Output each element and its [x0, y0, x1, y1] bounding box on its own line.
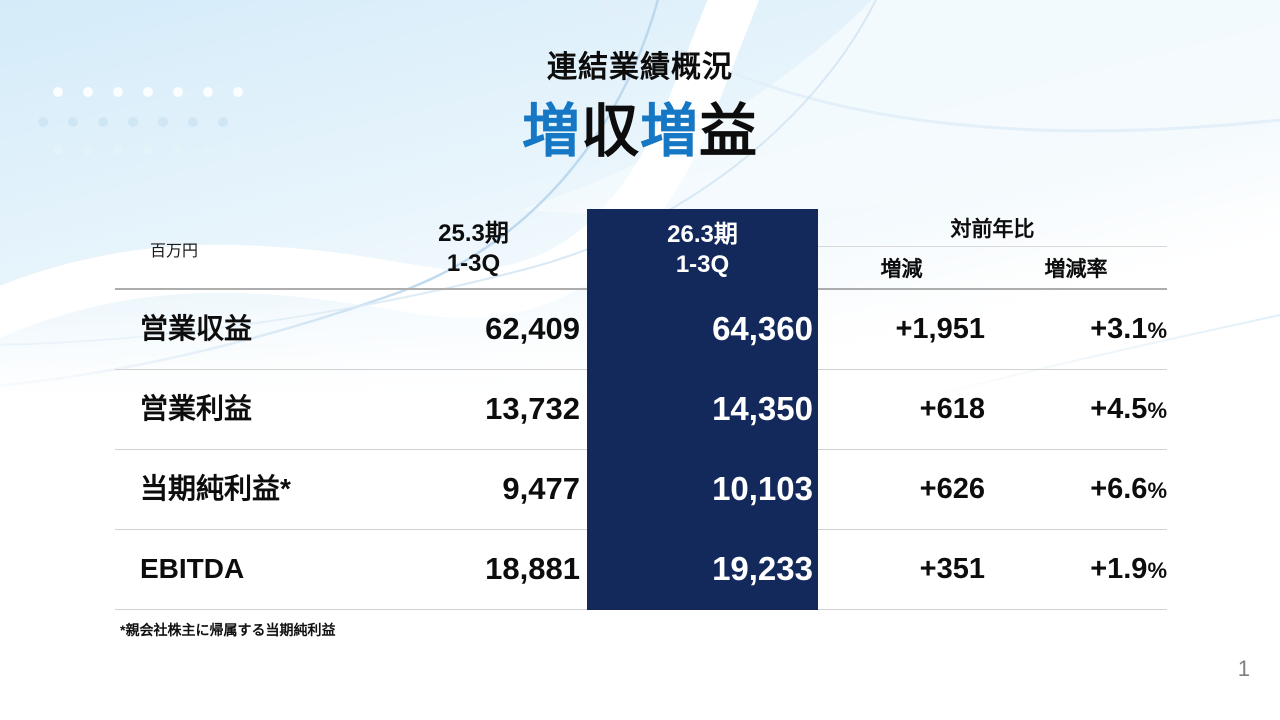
title-char-2: 収: [580, 99, 640, 164]
row-label: 営業収益: [115, 290, 360, 370]
rate-value: +1.9%: [985, 530, 1167, 610]
diff-value: +1,951: [818, 290, 985, 370]
prev-value: 9,477: [360, 450, 587, 530]
current-period-line1: 26.3期: [667, 220, 738, 248]
rate-percent-sign: %: [1147, 318, 1167, 343]
column-header-current-period: 26.3期 1-3Q: [587, 209, 818, 290]
rate-number: +3.1: [1090, 313, 1148, 345]
current-period-line2: 1-3Q: [675, 250, 730, 278]
rate-number: +1.9: [1090, 553, 1148, 585]
row-label: 当期純利益*: [115, 450, 360, 530]
rate-header: 増減率: [1044, 257, 1108, 281]
dot-row-white: [53, 87, 243, 97]
title-char-1: 増: [521, 99, 581, 164]
diff-value: +626: [818, 450, 985, 530]
slide-subtitle: 連結業績概況: [547, 51, 733, 84]
page-number: 1: [1237, 656, 1250, 681]
prev-value: 62,409: [360, 290, 587, 370]
table-row: 営業収益 62,409 64,360 +1,951 +3.1%: [115, 290, 1167, 370]
table-row: 当期純利益* 9,477 10,103 +626 +6.6%: [115, 450, 1167, 530]
prev-value: 18,881: [360, 530, 587, 610]
row-label: EBITDA: [115, 530, 360, 610]
yoy-header: 対前年比: [818, 209, 1167, 247]
column-header-yoy-group: 対前年比 増減 増減率: [818, 209, 1167, 290]
title-char-4: 益: [699, 99, 759, 164]
rate-percent-sign: %: [1147, 558, 1167, 583]
table-row: EBITDA 18,881 19,233 +351 +1.9%: [115, 530, 1167, 610]
prev-period-line1: 25.3期: [438, 219, 509, 247]
rate-number: +6.6: [1090, 473, 1148, 505]
footnote: *親会社株主に帰属する当期純利益: [120, 622, 336, 638]
table-header-row: 百万円 25.3期 1-3Q 26.3期 1-3Q 対前年比 増減 増減率: [115, 209, 1167, 290]
dot-row-blue: [38, 117, 228, 127]
diff-header: 増減: [880, 257, 923, 281]
diff-value: +618: [818, 370, 985, 450]
wave-right-line: [599, 0, 1280, 133]
current-value: 64,360: [587, 290, 818, 370]
unit-label: 百万円: [115, 209, 360, 290]
prev-period-line2: 1-3Q: [446, 249, 501, 277]
rate-number: +4.5: [1090, 393, 1148, 425]
results-table: 百万円 25.3期 1-3Q 26.3期 1-3Q 対前年比 増減 増減率 営業…: [115, 209, 1167, 610]
yoy-subheaders: 増減 増減率: [818, 247, 1167, 288]
table-row: 営業利益 13,732 14,350 +618 +4.5%: [115, 370, 1167, 450]
rate-value: +6.6%: [985, 450, 1167, 530]
slide-title: 増収増益: [0, 100, 1280, 164]
prev-value: 13,732: [360, 370, 587, 450]
title-char-3: 増: [640, 99, 700, 164]
rate-value: +4.5%: [985, 370, 1167, 450]
wave-right-band: [520, 0, 1280, 216]
current-value: 10,103: [587, 450, 818, 530]
column-header-prev-period: 25.3期 1-3Q: [360, 209, 587, 290]
dot-row-faint: [53, 145, 243, 155]
diff-value: +351: [818, 530, 985, 610]
current-value: 19,233: [587, 530, 818, 610]
rate-percent-sign: %: [1147, 478, 1167, 503]
current-value: 14,350: [587, 370, 818, 450]
row-label: 営業利益: [115, 370, 360, 450]
rate-percent-sign: %: [1147, 398, 1167, 423]
rate-value: +3.1%: [985, 290, 1167, 370]
